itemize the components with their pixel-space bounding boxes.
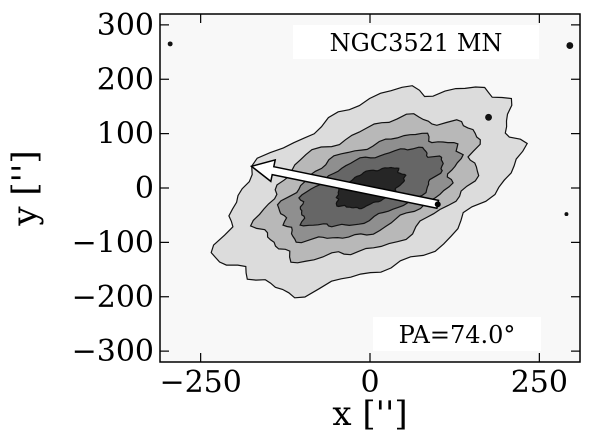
axis-ticks: −250 0 250 300 200 100 0 −100 −200 −300 <box>72 8 580 400</box>
pa-arrow-tail <box>434 201 441 208</box>
y-tick-label: 300 <box>97 8 154 43</box>
y-tick-label: 100 <box>97 117 154 152</box>
object-label-background <box>293 25 539 59</box>
y-tick-label: 0 <box>135 171 154 206</box>
pa-arrow <box>249 158 441 210</box>
x-tick-label: −250 <box>159 365 241 400</box>
point-source-4 <box>564 212 569 217</box>
point-source-1 <box>167 41 173 47</box>
y-tick-label: −100 <box>72 225 154 260</box>
y-tick-label: −300 <box>72 334 154 369</box>
point-source-2 <box>566 42 574 49</box>
y-tick-label: 200 <box>97 62 154 97</box>
pa-label-background <box>373 317 541 351</box>
y-tick-label: −200 <box>72 280 154 315</box>
object-label: NGC3521 MN <box>330 29 503 57</box>
point-sources <box>167 41 574 217</box>
pa-arrow-shape <box>249 158 440 210</box>
x-axis-label: x [''] <box>332 394 407 433</box>
point-source-3 <box>485 113 492 121</box>
x-tick-label: 0 <box>360 365 379 400</box>
pa-label: PA=74.0° <box>399 321 516 349</box>
x-tick-label: 250 <box>511 365 568 400</box>
y-axis-label: y [''] <box>5 150 45 226</box>
